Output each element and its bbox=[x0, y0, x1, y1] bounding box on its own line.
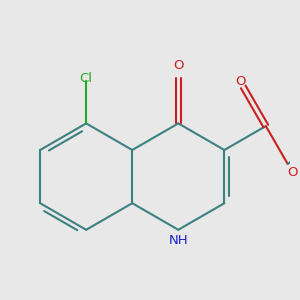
Text: Cl: Cl bbox=[80, 72, 93, 85]
Text: O: O bbox=[287, 166, 298, 178]
Text: O: O bbox=[173, 59, 184, 72]
Text: O: O bbox=[235, 75, 245, 88]
Text: NH: NH bbox=[169, 234, 188, 247]
